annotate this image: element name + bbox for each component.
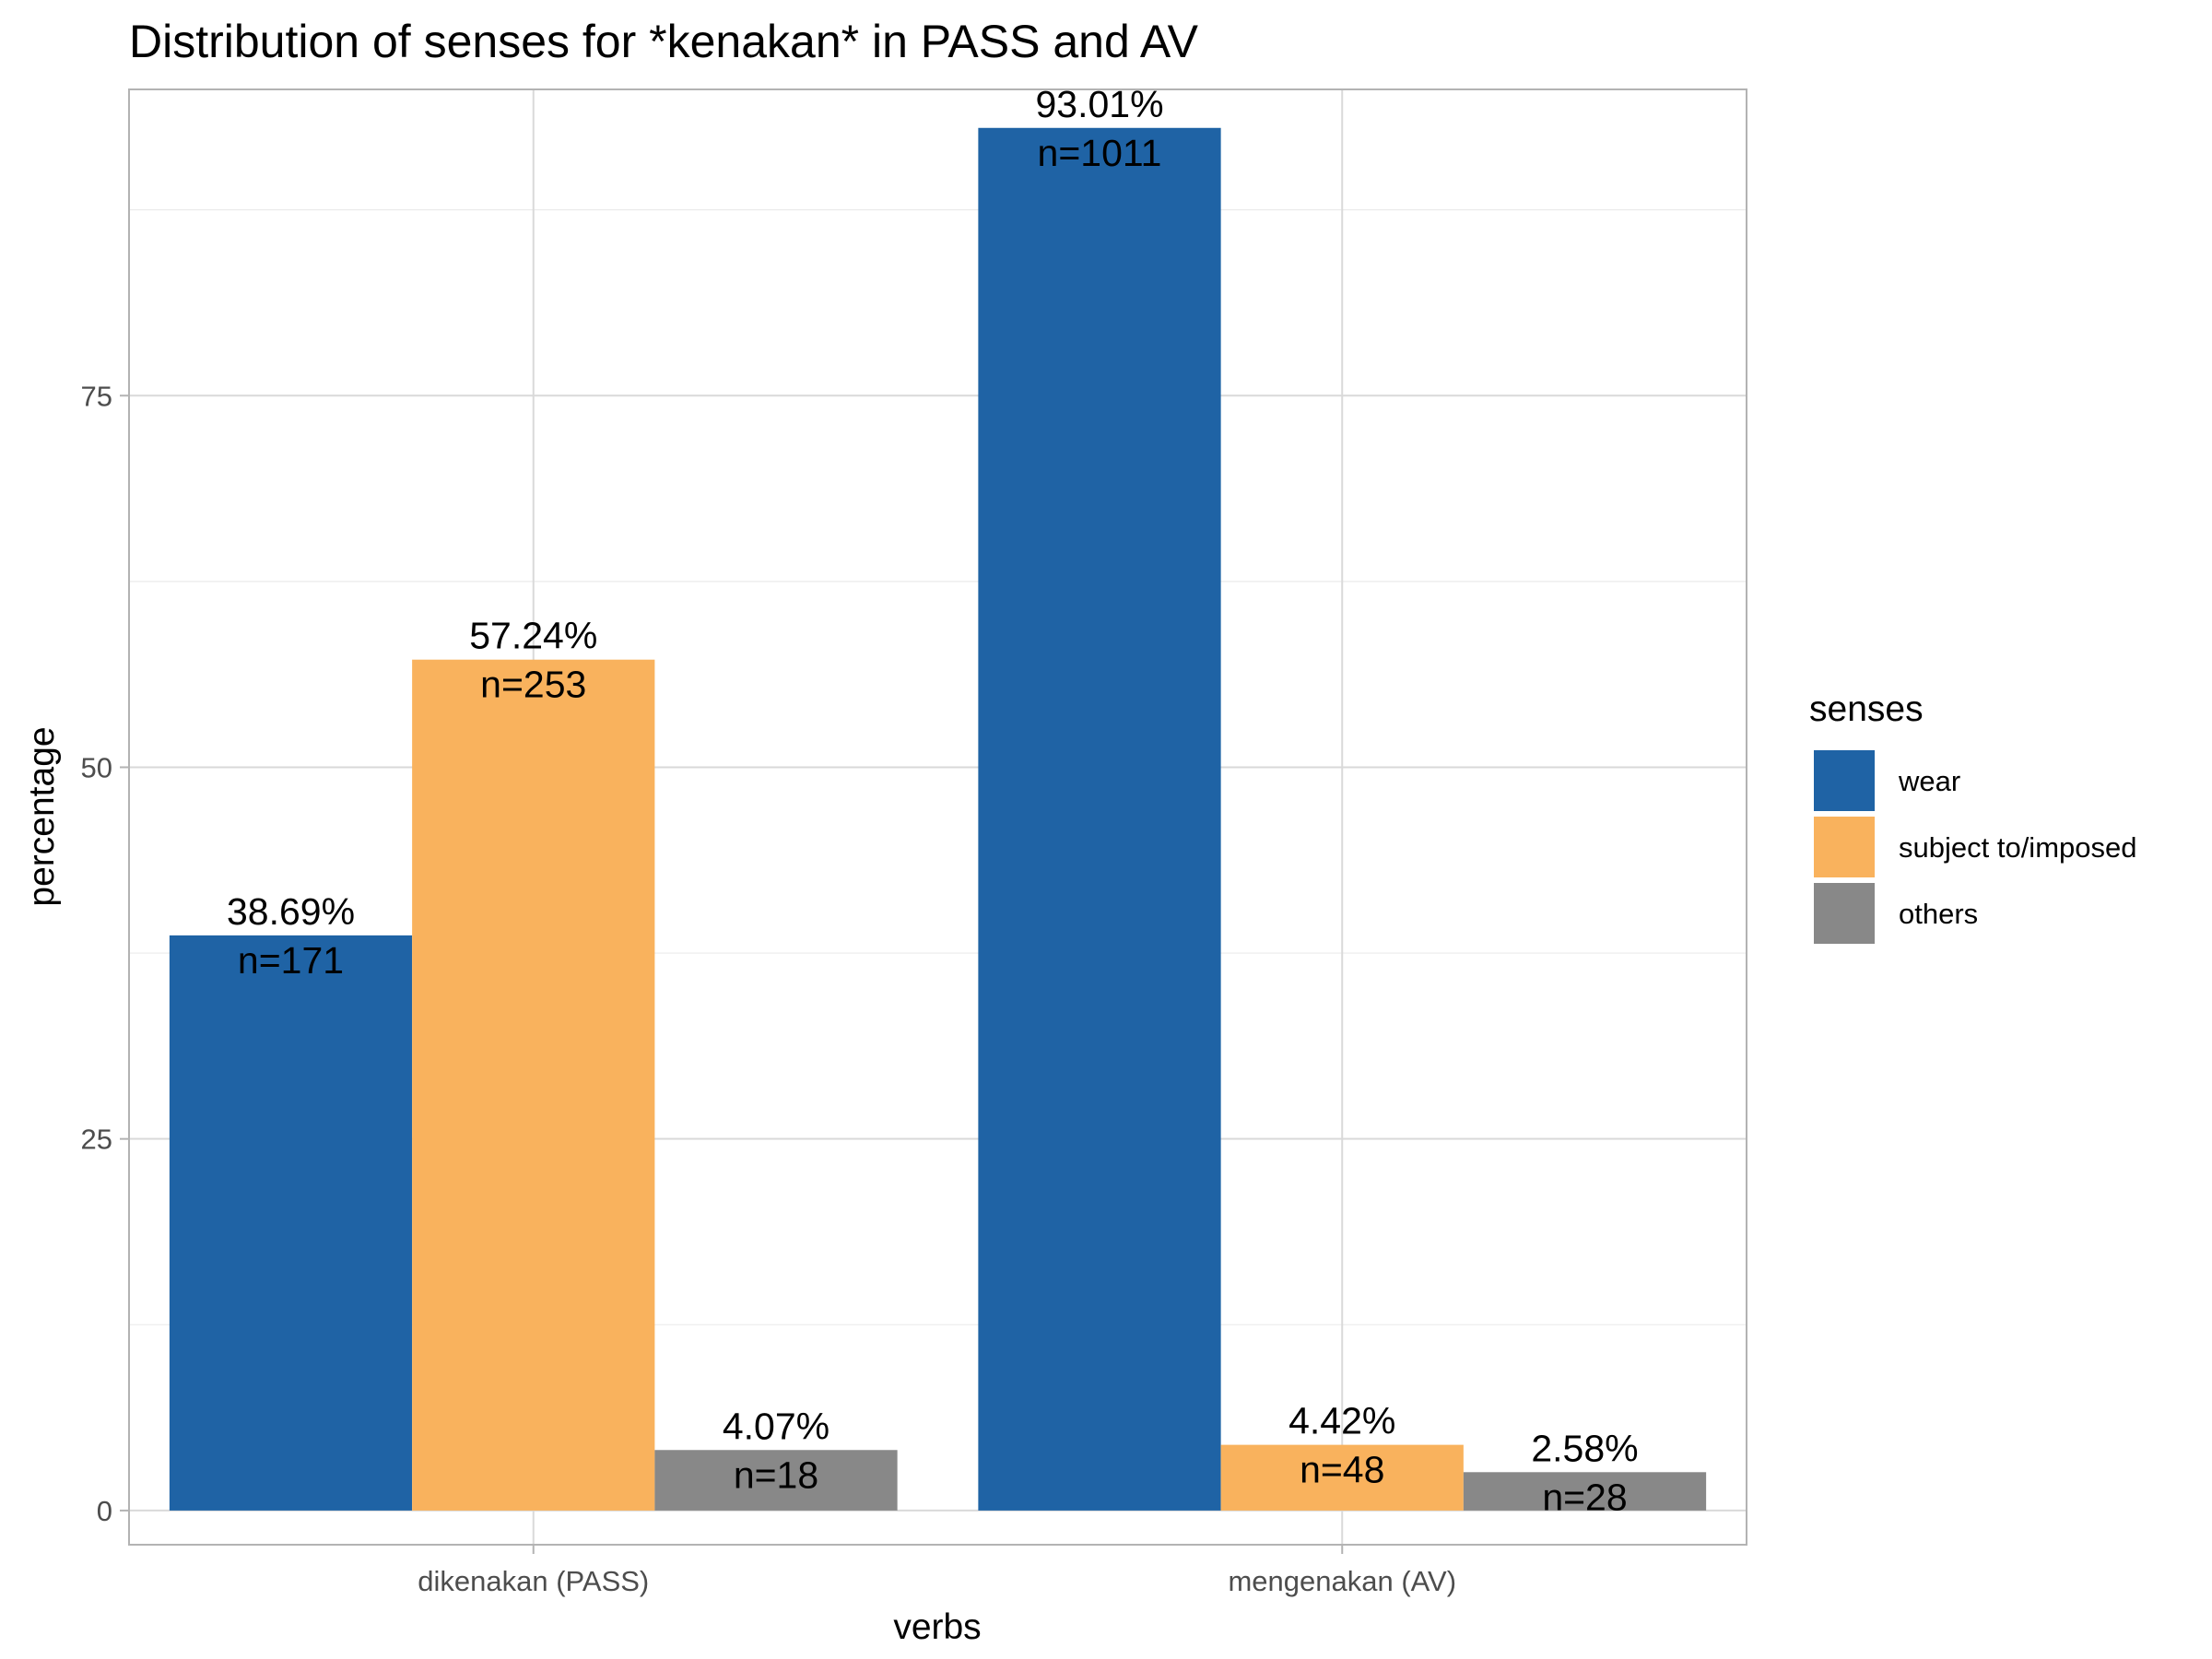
bar-percent-label: 4.07% xyxy=(723,1405,830,1447)
legend-label: subject to/imposed xyxy=(1899,831,2136,864)
legend-key xyxy=(1814,883,1875,944)
bar-count-label: n=171 xyxy=(238,939,344,982)
legend: senses wear subject to/imposed others xyxy=(1809,689,2136,944)
plot-panel: 38.69%n=17157.24%n=2534.07%n=1893.01%n=1… xyxy=(128,83,1747,1546)
bar xyxy=(412,659,655,1511)
bar-percent-label: 57.24% xyxy=(469,615,597,657)
legend-key xyxy=(1814,817,1875,877)
bar-percent-label: 38.69% xyxy=(227,890,355,933)
plot-border xyxy=(128,88,1747,1546)
y-tick-label: 75 xyxy=(81,380,112,412)
y-axis-title: percentage xyxy=(22,726,62,906)
grid-lines xyxy=(129,89,1747,1545)
bar xyxy=(169,935,413,1511)
y-axis: 0 25 50 75 xyxy=(81,380,129,1527)
bar-percent-label: 2.58% xyxy=(1531,1427,1638,1469)
legend-label: wear xyxy=(1898,765,1960,797)
y-tick-label: 50 xyxy=(81,751,112,783)
bar-count-label: n=1011 xyxy=(1038,132,1162,174)
x-axis-title: verbs xyxy=(893,1607,981,1647)
legend-key xyxy=(1814,750,1875,811)
bar-count-label: n=48 xyxy=(1300,1449,1384,1491)
bar-labels: 38.69%n=17157.24%n=2534.07%n=1893.01%n=1… xyxy=(227,83,1639,1519)
bar xyxy=(978,127,1221,1511)
bar-percent-label: 4.42% xyxy=(1288,1400,1395,1442)
bar xyxy=(1463,1472,1707,1511)
x-tick-label: mengenakan (AV) xyxy=(1228,1565,1456,1597)
chart-title: Distribution of senses for *kenakan* in … xyxy=(129,16,1199,67)
legend-title: senses xyxy=(1809,689,1924,729)
bar-count-label: n=18 xyxy=(734,1453,818,1496)
legend-label: others xyxy=(1899,898,1978,930)
x-tick-label: dikenakan (PASS) xyxy=(418,1565,649,1597)
y-tick-label: 25 xyxy=(81,1124,112,1156)
bar-count-label: n=253 xyxy=(480,664,586,706)
bar xyxy=(1220,1444,1464,1511)
bar xyxy=(654,1450,898,1511)
y-tick-label: 0 xyxy=(97,1495,112,1527)
bar-count-label: n=28 xyxy=(1542,1476,1627,1518)
bars xyxy=(169,127,1707,1511)
x-axis: dikenakan (PASS) mengenakan (AV) xyxy=(418,1545,1456,1597)
